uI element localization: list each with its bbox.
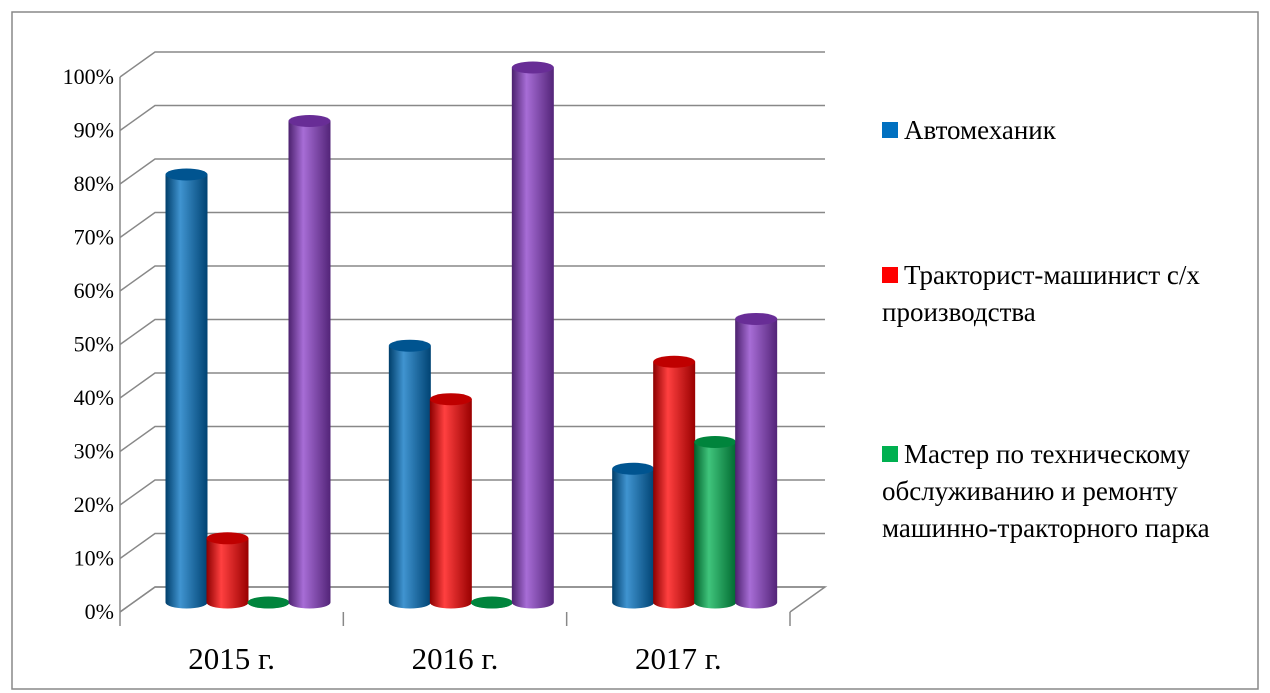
x-tick-label: 2015 г.: [188, 641, 275, 676]
bar-top: [653, 355, 696, 368]
grid-line: [119, 586, 825, 613]
grid-line: [119, 425, 825, 453]
grid-line: [119, 211, 825, 239]
x-tick-label: 2017 г.: [635, 641, 722, 676]
y-tick-label: 50%: [74, 332, 114, 357]
y-tick-label: 100%: [63, 64, 114, 89]
legend-swatch: [882, 267, 898, 283]
grid-line: [119, 265, 825, 292]
bar-body: [288, 121, 331, 609]
bar: [612, 462, 655, 609]
bar-top: [165, 168, 208, 181]
legend-label: Мастер по техническому обслуживанию и ре…: [882, 439, 1210, 543]
bar-body: [653, 361, 696, 609]
bar-top: [288, 115, 331, 127]
bar-body: [735, 318, 778, 609]
bar: [735, 312, 778, 609]
bar-top: [206, 532, 249, 545]
bar-body: [206, 538, 249, 609]
legend-item: Автомеханик: [882, 112, 1227, 149]
bar-body: [694, 442, 737, 609]
bar-top: [247, 596, 290, 609]
bar: [429, 393, 472, 609]
bar-top: [388, 339, 431, 352]
grid-line: [119, 158, 825, 185]
grid-line: [119, 372, 825, 399]
bar-top: [612, 462, 655, 475]
bar: [388, 339, 431, 609]
bar: [653, 355, 696, 609]
bar-top: [694, 436, 737, 448]
bar: [165, 168, 208, 609]
bar-top: [511, 61, 554, 74]
y-tick-label: 70%: [74, 225, 114, 250]
bar-body: [612, 468, 655, 609]
legend-item: Мастер по техническому обслуживанию и ре…: [882, 436, 1227, 547]
bar-body: [511, 67, 554, 609]
bar-top: [470, 596, 513, 609]
bar-top: [735, 312, 778, 325]
bar-body: [429, 399, 472, 609]
bar-body: [165, 174, 208, 609]
grid-line: [119, 532, 825, 560]
bar: [470, 596, 513, 609]
y-tick-label: 40%: [74, 385, 114, 410]
bar-body: [388, 345, 431, 609]
y-tick-label: 20%: [74, 492, 114, 517]
grid-line: [119, 479, 825, 506]
bar-top: [429, 393, 472, 406]
y-tick-label: 30%: [74, 439, 114, 464]
grid-line: [119, 318, 825, 346]
grid-line: [119, 51, 825, 78]
legend-swatch: [882, 122, 898, 138]
legend-swatch: [882, 446, 898, 462]
y-tick-label: 90%: [74, 118, 114, 143]
legend-item: Тракторист-машинист с/х производства: [882, 257, 1227, 331]
y-tick-label: 10%: [74, 546, 114, 571]
bar: [694, 436, 737, 609]
bar: [288, 115, 331, 609]
bar: [511, 61, 554, 609]
y-tick-label: 80%: [74, 171, 114, 196]
x-tick-label: 2016 г.: [412, 641, 499, 676]
y-tick-label: 0%: [85, 599, 114, 624]
bar: [206, 532, 249, 609]
bar: [247, 596, 290, 609]
legend-label: Тракторист-машинист с/х производства: [882, 260, 1200, 327]
y-tick-label: 60%: [74, 278, 114, 303]
legend-label: Автомеханик: [904, 115, 1056, 145]
grid-line: [119, 104, 825, 132]
